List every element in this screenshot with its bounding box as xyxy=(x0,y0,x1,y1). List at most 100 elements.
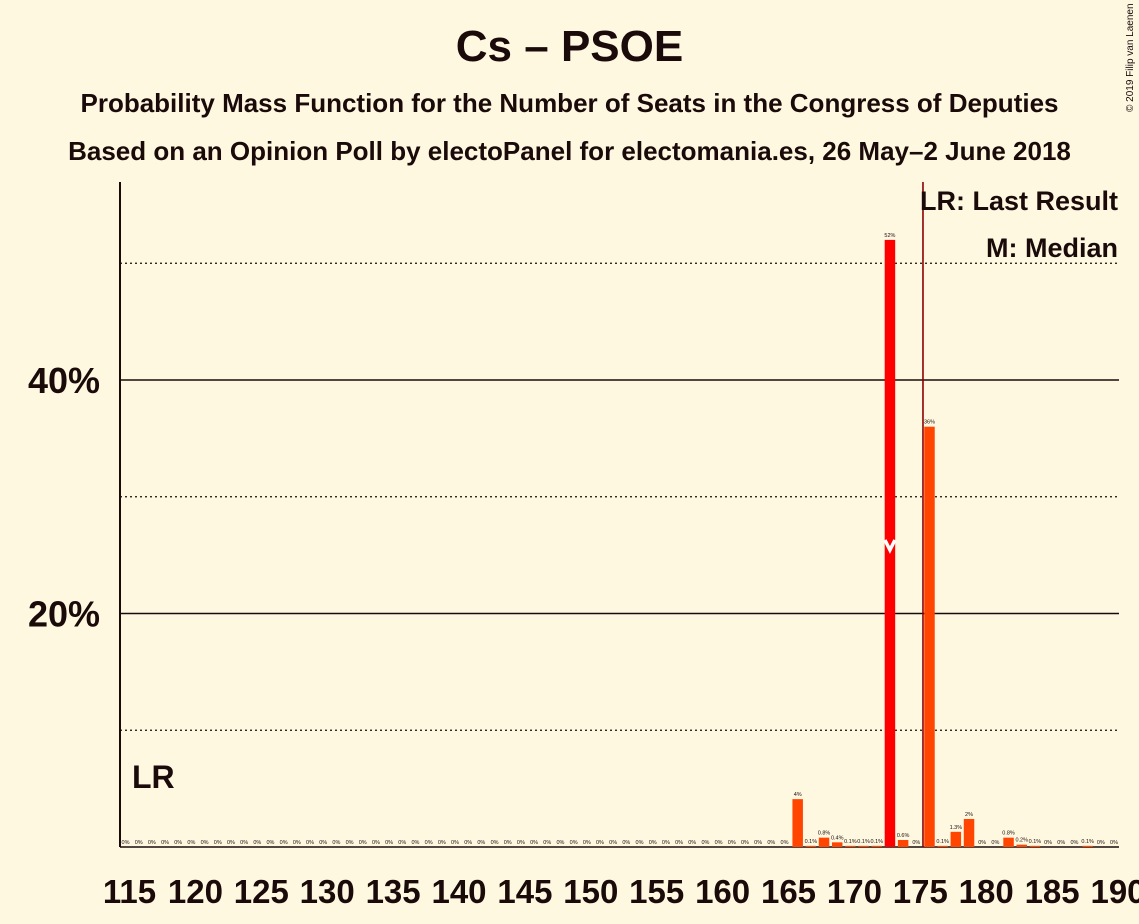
bar-seat-168 xyxy=(818,837,830,847)
bar-value-label: 0% xyxy=(741,840,749,846)
bar-seat-182 xyxy=(1003,837,1014,847)
bar-value-label: 0% xyxy=(596,840,604,846)
bar-value-label: 0% xyxy=(636,840,644,846)
x-tick-label: 160 xyxy=(695,873,750,910)
median-marker xyxy=(883,539,897,554)
bar-seat-167 xyxy=(805,845,817,847)
bar-value-label: 0% xyxy=(306,840,314,846)
bar-value-label: 0% xyxy=(293,840,301,846)
bar-value-label: 0% xyxy=(556,840,564,846)
bar-value-label: 0% xyxy=(346,840,354,846)
bar-seat-170 xyxy=(845,845,856,847)
bar-seat-183 xyxy=(1016,844,1027,847)
bar-seat-188 xyxy=(1082,845,1093,847)
bar-value-label: 0.1% xyxy=(1081,839,1094,845)
bar-value-label: 0% xyxy=(1110,840,1118,846)
x-tick-label: 135 xyxy=(366,873,421,910)
bar-seat-179 xyxy=(963,818,975,847)
bar-value-label: 0% xyxy=(135,840,143,846)
bar-value-label: 2% xyxy=(965,812,973,818)
x-tick-label: 190 xyxy=(1090,873,1139,910)
bar-value-label: 0% xyxy=(688,840,696,846)
bar-seat-174 xyxy=(897,839,909,847)
bar-value-label: 0.1% xyxy=(805,839,818,845)
bar-value-label: 0% xyxy=(187,840,195,846)
chart-source-line: Based on an Opinion Poll by electoPanel … xyxy=(68,136,1071,166)
bar-value-label: 0% xyxy=(319,840,327,846)
bar-value-label: 0.2% xyxy=(1015,838,1028,844)
bar-value-label: 0% xyxy=(1070,840,1078,846)
bar-value-label: 0% xyxy=(767,840,775,846)
bar-value-label: 1.3% xyxy=(950,825,963,831)
bar-value-label: 0% xyxy=(701,840,709,846)
bar-value-label: 0% xyxy=(1097,840,1105,846)
bar-value-label: 0% xyxy=(504,840,512,846)
bar-value-label: 0.8% xyxy=(818,831,831,837)
bar-value-label: 0% xyxy=(583,840,591,846)
bar-value-label: 0% xyxy=(570,840,578,846)
bar-value-label: 0% xyxy=(122,840,130,846)
bar-value-label: 0% xyxy=(438,840,446,846)
bar-value-label: 0% xyxy=(491,840,499,846)
bar-seat-171 xyxy=(858,845,869,847)
x-tick-label: 165 xyxy=(761,873,816,910)
bar-seat-176 xyxy=(924,426,935,847)
x-tick-label: 120 xyxy=(168,873,223,910)
bar-value-label: 0% xyxy=(451,840,459,846)
bar-seat-172 xyxy=(871,845,883,847)
x-tick-label: 145 xyxy=(497,873,552,910)
bar-value-label: 0% xyxy=(530,840,538,846)
bar-value-label: 0% xyxy=(372,840,380,846)
bar-seat-184 xyxy=(1029,845,1041,847)
chart-subtitle: Probability Mass Function for the Number… xyxy=(80,88,1059,118)
bar-value-label: 0% xyxy=(359,840,367,846)
x-tick-label: 150 xyxy=(563,873,618,910)
bar-value-label: 0% xyxy=(280,840,288,846)
bar-value-label: 0.1% xyxy=(936,839,949,845)
bar-value-label: 0% xyxy=(464,840,472,846)
bar-value-label: 0% xyxy=(728,840,736,846)
bar-value-label: 0% xyxy=(517,840,525,846)
bar-value-label: 0% xyxy=(715,840,723,846)
chart-title: Cs – PSOE xyxy=(455,22,684,71)
bar-value-label: 0% xyxy=(148,840,156,846)
x-tick-label: 130 xyxy=(300,873,355,910)
bar-value-label: 0% xyxy=(253,840,261,846)
x-tick-label: 185 xyxy=(1025,873,1080,910)
bar-value-label: 0% xyxy=(240,840,248,846)
bar-value-label: 0% xyxy=(398,840,406,846)
x-tick-label: 155 xyxy=(629,873,684,910)
bar-value-label: 0.1% xyxy=(870,839,883,845)
bar-value-label: 0.1% xyxy=(844,839,857,845)
bar-seat-166 xyxy=(792,799,803,847)
bar-value-label: 0% xyxy=(227,840,235,846)
bar-value-label: 0% xyxy=(385,840,393,846)
bar-value-label: 0% xyxy=(425,840,433,846)
bar-value-label: 0% xyxy=(1057,840,1065,846)
legend-last-result: LR: Last Result xyxy=(920,186,1118,216)
bar-value-label: 36% xyxy=(924,420,935,426)
bar-value-label: 0.8% xyxy=(1002,831,1015,837)
x-tick-label: 180 xyxy=(959,873,1014,910)
x-tick-label: 140 xyxy=(431,873,486,910)
bar-value-label: 0% xyxy=(675,840,683,846)
x-tick-label: 170 xyxy=(827,873,882,910)
bar-seat-173 xyxy=(884,239,896,847)
y-tick-label: 20% xyxy=(28,594,100,635)
bar-seat-177 xyxy=(937,845,948,847)
bar-value-label: 0.6% xyxy=(897,833,910,839)
bar-value-label: 0% xyxy=(754,840,762,846)
bar-value-label: 0% xyxy=(411,840,419,846)
x-tick-label: 115 xyxy=(103,873,156,910)
bar-value-label: 0% xyxy=(622,840,630,846)
legend-median: M: Median xyxy=(986,233,1118,263)
bar-value-label: 0% xyxy=(477,840,485,846)
bar-value-label: 0.1% xyxy=(1029,839,1042,845)
bar-value-label: 0% xyxy=(912,840,920,846)
bar-value-label: 0% xyxy=(781,840,789,846)
bar-value-label: 0% xyxy=(1044,840,1052,846)
bar-value-label: 0% xyxy=(214,840,222,846)
last-result-label: LR xyxy=(132,759,175,795)
bar-value-label: 0% xyxy=(332,840,340,846)
